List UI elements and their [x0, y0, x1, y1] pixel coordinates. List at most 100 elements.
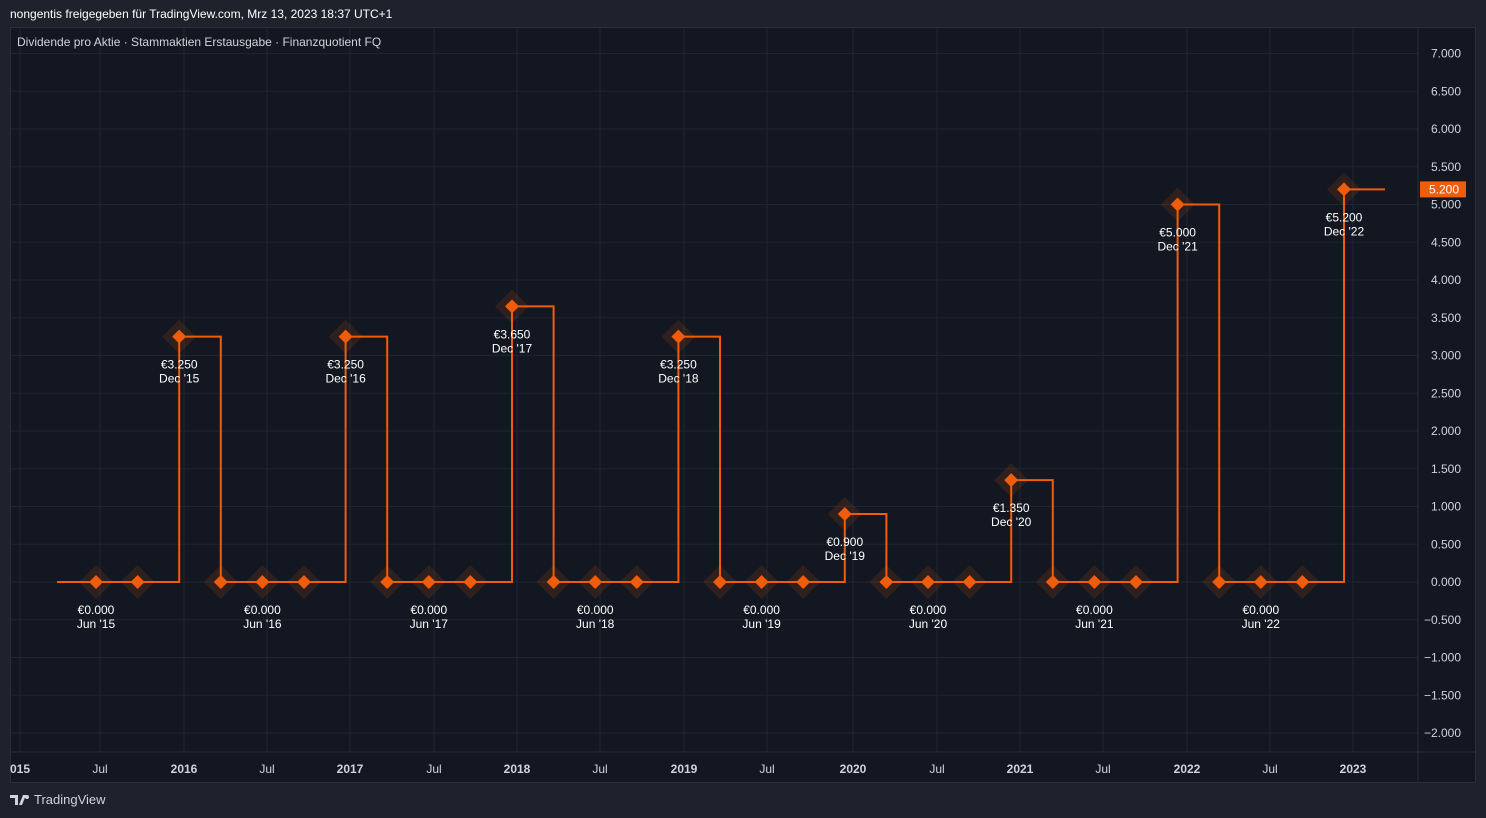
data-point-marker	[536, 565, 571, 599]
marker-diamond	[921, 575, 935, 589]
y-tick-label: −0.500	[1424, 613, 1461, 627]
data-label-date: Jun '21	[1075, 617, 1114, 631]
marker-diamond	[1045, 575, 1060, 589]
x-tick-label: 2016	[171, 762, 198, 776]
brand-label: TradingView	[34, 792, 106, 807]
data-point-marker	[1285, 565, 1320, 599]
y-tick-label: 6.000	[1431, 122, 1461, 136]
x-tick-label: Jul	[592, 762, 607, 776]
x-tick-label: 015	[10, 762, 30, 776]
marker-diamond	[629, 575, 644, 589]
y-tick-label: 3.000	[1431, 349, 1461, 363]
y-tick-label: 3.500	[1431, 311, 1461, 325]
data-label-date: Jun '19	[742, 617, 781, 631]
data-label-date: Jun '18	[576, 617, 615, 631]
data-point-marker	[1243, 565, 1278, 599]
data-point-marker	[370, 565, 405, 599]
data-point-marker	[120, 565, 155, 599]
x-tick-label: Jul	[259, 762, 274, 776]
marker-diamond	[172, 329, 187, 344]
data-point-marker	[827, 497, 862, 532]
data-label-value: €0.000	[743, 603, 780, 617]
data-label-value: €0.000	[78, 603, 115, 617]
data-point-marker	[328, 319, 363, 354]
marker-diamond	[1129, 575, 1143, 589]
data-label-value: €0.000	[244, 603, 281, 617]
data-label-date: Jun '20	[909, 617, 948, 631]
data-point-marker	[411, 565, 446, 599]
data-point-marker	[786, 565, 821, 599]
data-label-date: Jun '17	[410, 617, 449, 631]
x-tick-label: Jul	[929, 762, 944, 776]
x-tick-label: 2018	[504, 762, 531, 776]
data-label-date: Dec '21	[1157, 240, 1198, 254]
marker-diamond	[1253, 575, 1268, 589]
data-label-date: Jun '16	[243, 617, 282, 631]
marker-diamond	[1087, 575, 1102, 589]
marker-diamond	[1295, 575, 1310, 589]
data-label-value: €5.000	[1159, 226, 1196, 240]
marker-diamond	[338, 329, 353, 344]
y-tick-label: 2.000	[1431, 424, 1461, 438]
data-point-marker	[744, 565, 779, 599]
data-point-marker	[1327, 172, 1361, 207]
marker-diamond	[713, 575, 727, 589]
marker-diamond	[1337, 182, 1351, 197]
data-label-date: Jun '22	[1242, 617, 1281, 631]
data-label-value: €5.200	[1326, 210, 1363, 224]
x-tick-label: 2022	[1174, 762, 1201, 776]
marker-diamond	[962, 575, 977, 589]
data-label-value: €0.900	[826, 535, 863, 549]
data-point-marker	[79, 565, 113, 599]
data-point-marker	[162, 319, 197, 354]
data-point-marker	[911, 565, 945, 599]
data-point-marker	[1077, 565, 1112, 599]
data-label-value: €0.000	[1242, 603, 1279, 617]
data-label-date: Dec '22	[1324, 224, 1365, 238]
y-tick-label: −2.000	[1424, 726, 1461, 740]
data-label-value: €0.000	[410, 603, 447, 617]
last-value-label: 5.200	[1429, 182, 1459, 196]
marker-diamond	[213, 575, 228, 589]
marker-diamond	[255, 575, 270, 589]
marker-diamond	[837, 507, 852, 522]
data-point-marker	[453, 565, 488, 599]
data-point-marker	[245, 565, 280, 599]
x-tick-label: 2020	[840, 762, 867, 776]
marker-diamond	[796, 575, 811, 589]
data-point-marker	[1035, 565, 1070, 599]
y-tick-label: 6.500	[1431, 84, 1461, 98]
data-point-marker	[1160, 187, 1195, 222]
data-point-marker	[619, 565, 654, 599]
data-label-date: Dec '16	[325, 372, 366, 386]
data-point-marker	[661, 319, 696, 354]
data-point-marker	[495, 289, 529, 324]
marker-diamond	[546, 575, 561, 589]
data-point-marker	[578, 565, 613, 599]
y-tick-label: 7.000	[1431, 47, 1461, 61]
data-label-date: Dec '20	[991, 515, 1032, 529]
data-label-value: €3.250	[161, 358, 198, 372]
x-tick-label: 2017	[337, 762, 364, 776]
data-label-value: €3.250	[327, 358, 364, 372]
y-tick-label: 2.500	[1431, 386, 1461, 400]
y-tick-label: 1.000	[1431, 500, 1461, 514]
data-point-marker	[703, 565, 737, 599]
data-label-date: Dec '19	[825, 549, 866, 563]
y-tick-label: 4.000	[1431, 273, 1461, 287]
marker-diamond	[380, 575, 395, 589]
marker-diamond	[879, 575, 894, 589]
y-tick-label: 0.000	[1431, 575, 1461, 589]
series-legend: Dividende pro Aktie · Stammaktien Erstau…	[17, 35, 382, 49]
